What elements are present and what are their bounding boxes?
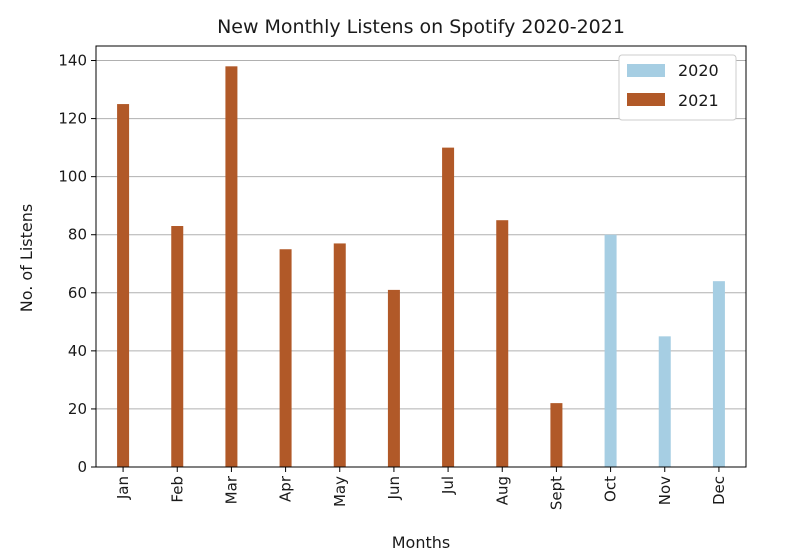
bar-2021-may [333, 243, 346, 467]
x-tick-label-nov: Nov [656, 476, 674, 505]
bar-2020-oct [604, 234, 617, 467]
legend-label-2020: 2020 [678, 61, 719, 80]
x-tick-label-dec: Dec [710, 476, 728, 505]
x-tick-label-mar: Mar [222, 475, 240, 504]
bar-2021-feb [171, 226, 184, 467]
x-axis-ticks: Jan Feb Mar Apr May Jun Jul Aug Sept Oct Nov Dec [114, 467, 728, 510]
x-tick-label-feb: Feb [168, 476, 186, 503]
gridlines [96, 60, 746, 468]
chart-title: New Monthly Listens on Spotify 2020-2021 [217, 16, 625, 38]
y-axis-ticks: 0 20 40 60 80 100 120 140 [58, 52, 96, 476]
x-tick-label-aug: Aug [493, 476, 511, 505]
x-tick-label-may: May [331, 476, 349, 507]
bar-2021-mar [225, 66, 238, 468]
bar-2021-jul [442, 147, 455, 467]
plot-frame [95, 45, 747, 468]
legend: 2020 2021 [618, 54, 737, 121]
legend-label-2021: 2021 [678, 91, 719, 110]
y-axis-label: No. of Listens [17, 204, 36, 312]
bar-2021-aug [496, 220, 509, 467]
bar-2021-jan [117, 104, 130, 467]
x-tick-label-oct: Oct [602, 476, 620, 502]
x-tick-label-jan: Jan [114, 476, 132, 500]
y-tick-label-140: 140 [58, 52, 87, 70]
y-tick-label-100: 100 [58, 168, 87, 186]
y-tick-label-80: 80 [68, 226, 87, 244]
x-tick-label-jul: Jul [439, 476, 457, 495]
x-tick-label-sept: Sept [547, 476, 565, 510]
bar-2021-apr [279, 249, 292, 467]
bar-2020-dec [712, 281, 725, 467]
x-tick-label-apr: Apr [277, 475, 295, 502]
x-axis-label: Months [392, 533, 450, 552]
y-tick-label-60: 60 [68, 284, 87, 302]
x-tick-label-jun: Jun [385, 476, 403, 500]
bar-2021-sept [550, 403, 563, 467]
y-tick-label-0: 0 [77, 458, 87, 476]
legend-swatch-2020 [627, 64, 665, 77]
y-tick-label-120: 120 [58, 110, 87, 128]
legend-swatch-2021 [627, 93, 665, 106]
bar-2020-nov [658, 336, 671, 467]
bar-2021-jun [387, 289, 400, 467]
y-tick-label-40: 40 [68, 342, 87, 360]
y-tick-label-20: 20 [68, 400, 87, 418]
bars [117, 66, 725, 468]
